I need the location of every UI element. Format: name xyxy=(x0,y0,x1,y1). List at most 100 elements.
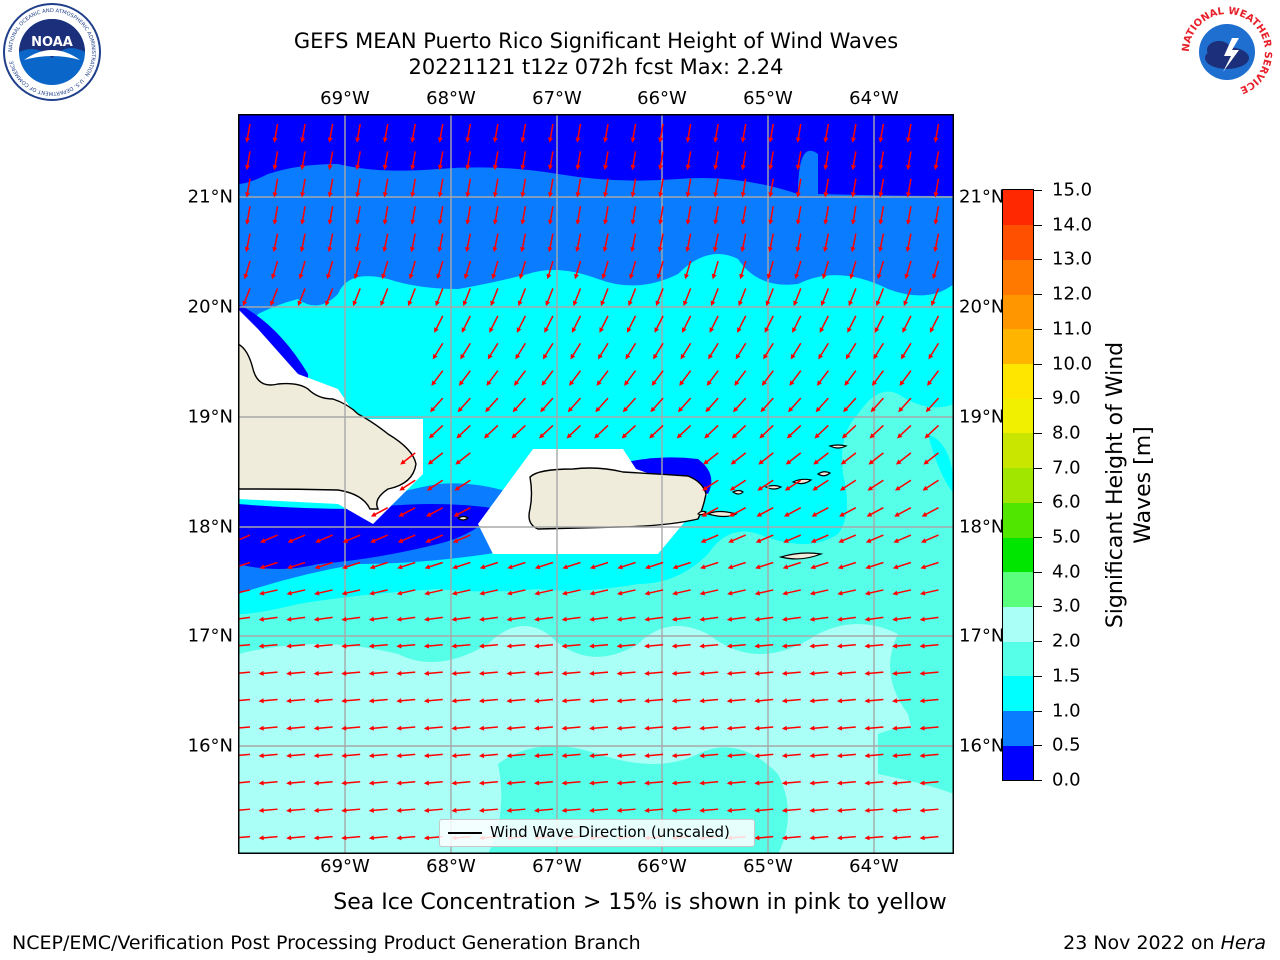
wave-direction-arrowhead xyxy=(423,670,430,676)
wave-direction-arrowhead xyxy=(589,698,595,704)
wave-direction-arrowhead xyxy=(644,670,650,676)
wave-direction-arrowhead xyxy=(766,273,772,280)
hispaniola-land xyxy=(238,343,417,510)
wave-direction-arrowhead xyxy=(300,192,306,198)
wave-direction-arrowhead xyxy=(341,780,347,786)
colorbar-tick-label: 9.0 xyxy=(1052,387,1081,409)
wave-direction-arrowhead xyxy=(932,273,937,280)
wave-direction-arrowhead xyxy=(492,192,498,198)
colorbar-segment xyxy=(1003,224,1033,260)
wave-direction-arrowhead xyxy=(878,164,884,171)
wave-direction-arrowhead xyxy=(768,164,774,171)
wave-direction-arrowhead xyxy=(520,192,526,198)
colorbar-tick-label: 6.0 xyxy=(1052,491,1081,513)
wave-direction-arrowhead xyxy=(561,670,567,676)
lon-label-bottom: 69°W xyxy=(320,856,370,877)
wave-direction-arrowhead xyxy=(569,380,575,386)
wave-direction-arrowhead xyxy=(516,327,522,333)
wave-direction-arrowhead xyxy=(823,164,829,171)
wave-direction-arrowhead xyxy=(793,300,798,307)
wave-direction-arrowhead xyxy=(821,273,827,280)
wave-direction-arrowhead xyxy=(245,219,251,225)
wave-direction-arrowhead xyxy=(893,538,899,543)
wave-direction-arrowhead xyxy=(864,643,870,649)
wave-direction-arrowhead xyxy=(699,698,705,704)
wave-direction-arrowhead xyxy=(424,590,430,596)
wave-direction-arrowhead xyxy=(603,219,609,225)
wave-direction-arrowhead xyxy=(891,753,898,759)
wave-direction-arrowhead xyxy=(617,590,623,596)
wave-direction-arrowhead xyxy=(836,698,843,704)
wave-direction-arrowhead xyxy=(672,590,678,596)
wave-direction-arrowhead xyxy=(492,219,498,225)
wave-direction-arrowhead xyxy=(906,164,911,171)
sea-ice-note: Sea Ice Concentration > 15% is shown in … xyxy=(333,890,947,915)
wave-direction-arrowhead xyxy=(437,246,443,253)
wave-direction-arrowhead xyxy=(596,380,602,386)
wave-direction-arrowhead xyxy=(902,327,907,333)
lon-label-top: 65°W xyxy=(743,88,793,109)
lon-label-top: 68°W xyxy=(426,88,476,109)
wave-direction-arrowhead xyxy=(272,219,278,225)
wave-direction-arrowhead xyxy=(650,406,656,413)
wave-direction-arrowhead xyxy=(891,807,898,813)
wave-direction-arrowhead xyxy=(850,192,856,198)
wave-direction-arrowhead xyxy=(823,137,829,143)
wave-direction-arrowhead xyxy=(507,564,513,570)
wave-direction-arrowhead xyxy=(506,670,512,676)
wave-direction-arrowhead xyxy=(850,219,856,225)
wave-direction-arrowhead xyxy=(729,485,736,491)
wave-direction-arrowhead xyxy=(794,273,800,280)
wave-direction-arrowhead xyxy=(904,273,910,280)
wave-direction-arrowhead xyxy=(286,590,292,596)
wave-direction-arrowhead xyxy=(462,300,468,307)
wave-direction-arrowhead xyxy=(408,273,414,280)
wave-direction-arrowhead xyxy=(809,698,815,704)
wave-direction-arrowhead xyxy=(836,835,843,841)
wave-direction-arrowhead xyxy=(479,616,485,622)
wave-direction-arrowhead xyxy=(286,780,292,786)
wave-direction-arrowhead xyxy=(355,192,361,198)
wave-direction-arrowhead xyxy=(864,616,870,622)
wave-direction-arrow xyxy=(238,616,251,620)
wave-direction-arrowhead xyxy=(512,406,518,413)
wave-direction-arrowhead xyxy=(929,327,935,333)
wave-direction-arrowhead xyxy=(396,725,402,731)
wave-direction-arrowhead xyxy=(864,670,870,676)
wave-direction-arrowhead xyxy=(922,485,929,491)
wave-direction-arrowhead xyxy=(654,327,660,333)
wave-direction-arrowhead xyxy=(740,137,746,143)
wave-direction-arrowhead xyxy=(458,380,464,386)
wave-direction-arrowhead xyxy=(898,406,904,413)
map-legend: Wind Wave Direction (unscaled) xyxy=(439,819,755,847)
colorbar-tick xyxy=(1034,606,1042,608)
wave-direction-arrowhead xyxy=(756,512,763,517)
wave-direction-arrowhead xyxy=(671,725,677,731)
wave-direction-arrowhead xyxy=(864,835,870,841)
wave-direction-arrowhead xyxy=(381,273,387,280)
colorbar-tick xyxy=(1034,224,1042,226)
chart-title: GEFS MEAN Puerto Rico Significant Height… xyxy=(293,29,899,53)
wave-direction-arrowhead xyxy=(533,698,540,704)
wave-direction-arrowhead xyxy=(370,538,376,543)
svg-text:NOAA: NOAA xyxy=(31,35,73,50)
colorbar-segment xyxy=(1003,710,1033,746)
wave-direction-arrowhead xyxy=(703,459,709,465)
wave-direction-arrowhead xyxy=(677,406,684,413)
wave-direction-arrowhead xyxy=(478,698,485,704)
wave-direction-arrowhead xyxy=(644,643,650,649)
wave-direction-arrowhead xyxy=(600,300,606,307)
wave-direction-arrowhead xyxy=(478,753,485,759)
wave-direction-arrowhead xyxy=(465,192,471,198)
wave-direction-arrowhead xyxy=(506,753,512,759)
wave-direction-arrowhead xyxy=(506,725,512,731)
wave-direction-arrowhead xyxy=(410,164,416,171)
wave-direction-arrowhead xyxy=(671,670,677,676)
wave-direction-arrowhead xyxy=(616,753,622,759)
wave-direction-arrowhead xyxy=(486,380,492,386)
colorbar-segment xyxy=(1003,571,1033,607)
wave-direction-arrowhead xyxy=(899,380,905,386)
lat-label-right: 19°N xyxy=(959,406,1005,428)
wave-direction-arrowhead xyxy=(700,564,706,570)
wave-direction-arrowhead xyxy=(781,698,788,704)
